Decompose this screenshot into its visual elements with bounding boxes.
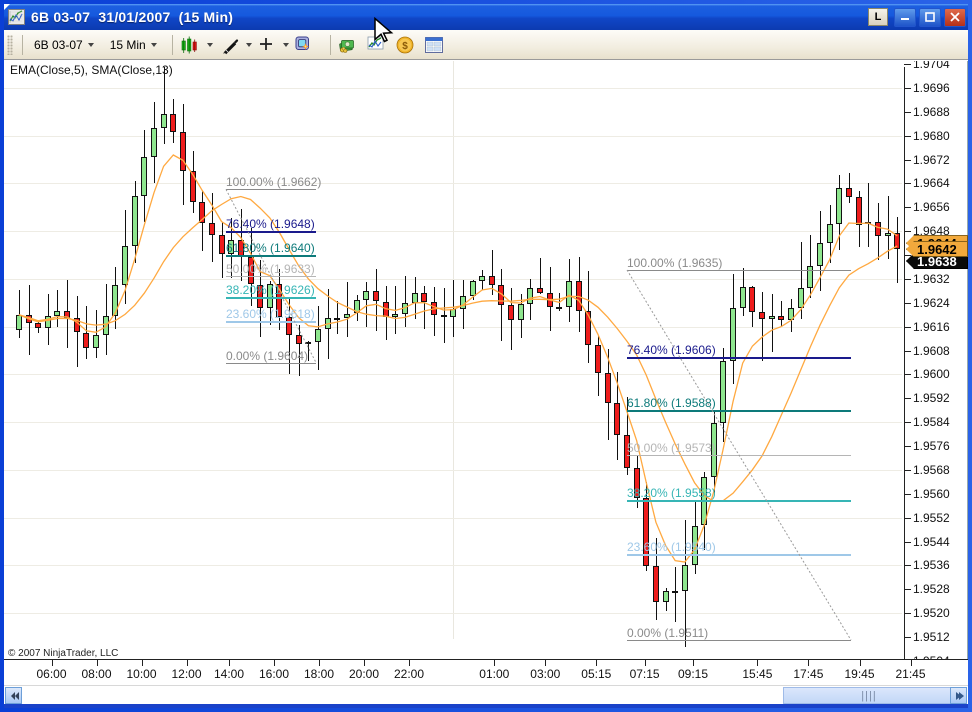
svg-text:$: $ (402, 41, 408, 52)
